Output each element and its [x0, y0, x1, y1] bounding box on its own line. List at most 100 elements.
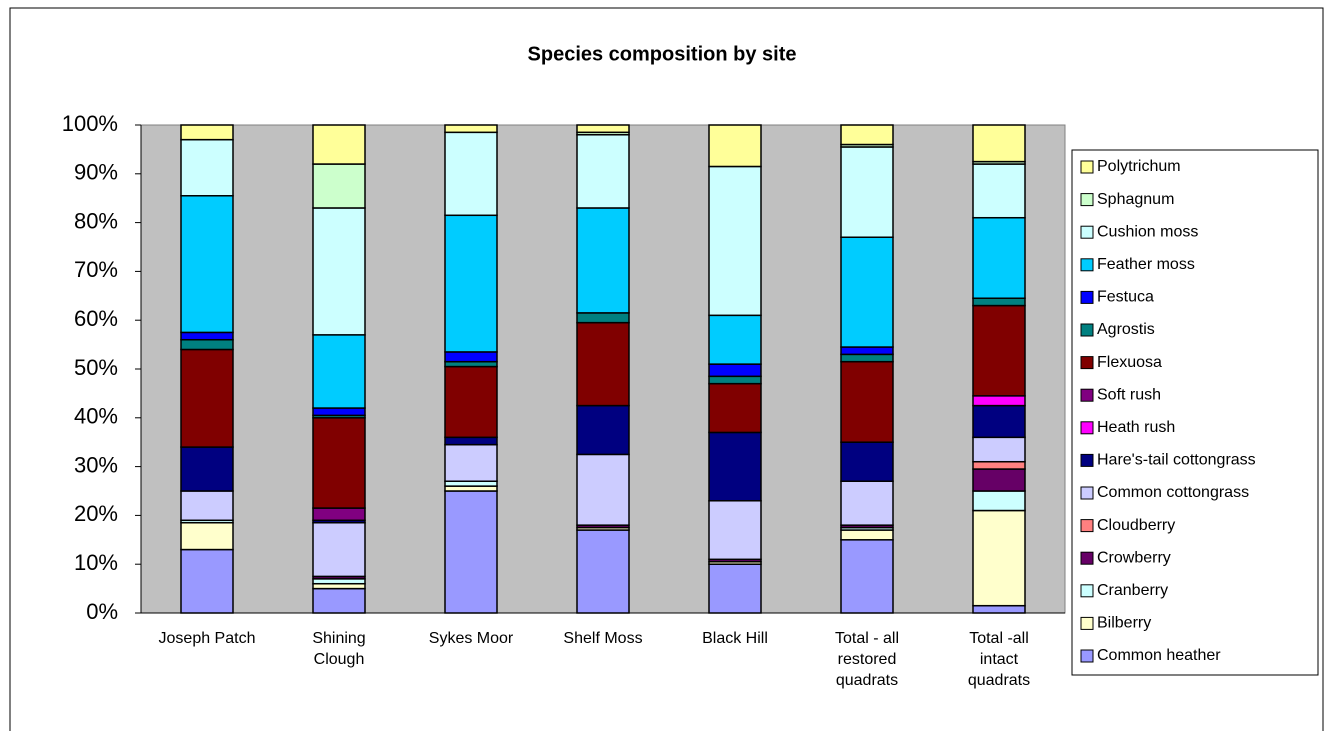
legend-label: Cushion moss — [1097, 223, 1198, 240]
legend — [1071, 149, 1319, 676]
bar-segment — [840, 236, 894, 348]
legend-swatch — [1080, 649, 1094, 663]
bar-segment — [444, 365, 498, 439]
legend-swatch — [1080, 356, 1094, 370]
x-tick-label: Total -all intact quadrats — [968, 630, 1030, 689]
legend-label: Cloudberry — [1097, 517, 1175, 534]
legend-swatch — [1080, 551, 1094, 565]
bar-segment — [972, 604, 1026, 614]
legend-label: Polytrichum — [1097, 158, 1181, 175]
bar-segment — [708, 363, 762, 378]
y-tick-label: 80% — [74, 208, 118, 233]
bar-segment — [708, 382, 762, 434]
bar-segment — [180, 195, 234, 334]
legend-label: Flexuosa — [1097, 354, 1162, 371]
legend-label: Heath rush — [1097, 419, 1175, 436]
legend-swatch — [1080, 290, 1094, 304]
legend-swatch — [1080, 519, 1094, 533]
bar-segment — [972, 124, 1026, 163]
bar-segment — [972, 404, 1026, 439]
bar-segment — [972, 297, 1026, 307]
bar-segment — [576, 453, 630, 526]
chart-border — [9, 7, 1324, 731]
bar-segment — [312, 334, 366, 409]
bar-segment — [312, 124, 366, 165]
bar-segment — [840, 360, 894, 443]
legend-label: Feather moss — [1097, 256, 1195, 273]
legend-swatch — [1080, 388, 1094, 402]
bar-segment — [312, 587, 366, 614]
bar-segment — [576, 529, 630, 614]
y-tick-label: 0% — [86, 599, 118, 624]
bar-segment — [708, 375, 762, 385]
bar-segment — [312, 207, 366, 336]
bar-segment — [708, 431, 762, 502]
legend-swatch — [1080, 486, 1094, 500]
bar-segment — [444, 351, 498, 363]
bar-segment — [180, 138, 234, 197]
bar-segment — [576, 134, 630, 209]
bar-segment — [972, 436, 1026, 463]
bar-segment — [444, 490, 498, 614]
bar-segment — [180, 124, 234, 141]
legend-label: Hare's-tail cottongrass — [1097, 452, 1256, 469]
bar-segment — [840, 480, 894, 526]
y-tick-label: 90% — [74, 160, 118, 185]
x-tick-label: Shelf Moss — [563, 630, 642, 647]
legend-label: Festuca — [1097, 289, 1154, 306]
bar-segment — [312, 407, 366, 417]
bar-segment — [180, 338, 234, 351]
legend-label: Common heather — [1097, 647, 1221, 664]
bar-segment — [444, 124, 498, 134]
bar-segment — [972, 163, 1026, 219]
legend-swatch — [1080, 193, 1094, 207]
bar-segment — [444, 443, 498, 482]
bar-segment — [444, 436, 498, 446]
x-tick-label: Black Hill — [702, 630, 768, 647]
bar-segment — [972, 490, 1026, 512]
bar-segment — [180, 521, 234, 551]
bar-segment — [180, 348, 234, 448]
bar-segment — [444, 214, 498, 353]
bar-segment — [312, 417, 366, 509]
bar-segment — [180, 490, 234, 522]
bar-segment — [180, 331, 234, 341]
legend-swatch — [1080, 258, 1094, 272]
x-tick-label: Joseph Patch — [159, 630, 256, 647]
legend-label: Soft rush — [1097, 386, 1161, 403]
y-tick-label: 40% — [74, 404, 118, 429]
x-tick-label: Shining Clough — [312, 630, 365, 668]
legend-label: Crowberry — [1097, 549, 1171, 566]
legend-label: Common cottongrass — [1097, 484, 1249, 501]
bar-segment — [708, 124, 762, 168]
bar-segment — [840, 441, 894, 482]
bar-segment — [576, 312, 630, 324]
bar-segment — [840, 124, 894, 146]
bar-segment — [840, 529, 894, 541]
bar-segment — [708, 165, 762, 317]
y-tick-label: 100% — [62, 111, 118, 136]
legend-swatch — [1080, 160, 1094, 174]
x-tick-label: Sykes Moor — [429, 630, 514, 647]
y-tick-label: 30% — [74, 452, 118, 477]
y-tick-label: 20% — [74, 501, 118, 526]
y-tick-label: 60% — [74, 306, 118, 331]
bar-segment — [972, 468, 1026, 492]
legend-label: Agrostis — [1097, 321, 1155, 338]
bar-segment — [576, 321, 630, 407]
legend-swatch — [1080, 323, 1094, 337]
bar-segment — [180, 446, 234, 492]
bar-segment — [180, 548, 234, 614]
y-tick-label: 10% — [74, 550, 118, 575]
bar-segment — [576, 207, 630, 314]
bar-segment — [708, 563, 762, 614]
bar-segment — [840, 353, 894, 363]
bar-segment — [972, 395, 1026, 407]
legend-label: Sphagnum — [1097, 191, 1174, 208]
bar-segment — [576, 124, 630, 134]
bar-segment — [972, 460, 1026, 470]
legend-swatch — [1080, 584, 1094, 598]
bar-segment — [312, 521, 366, 578]
legend-label: Cranberry — [1097, 582, 1168, 599]
